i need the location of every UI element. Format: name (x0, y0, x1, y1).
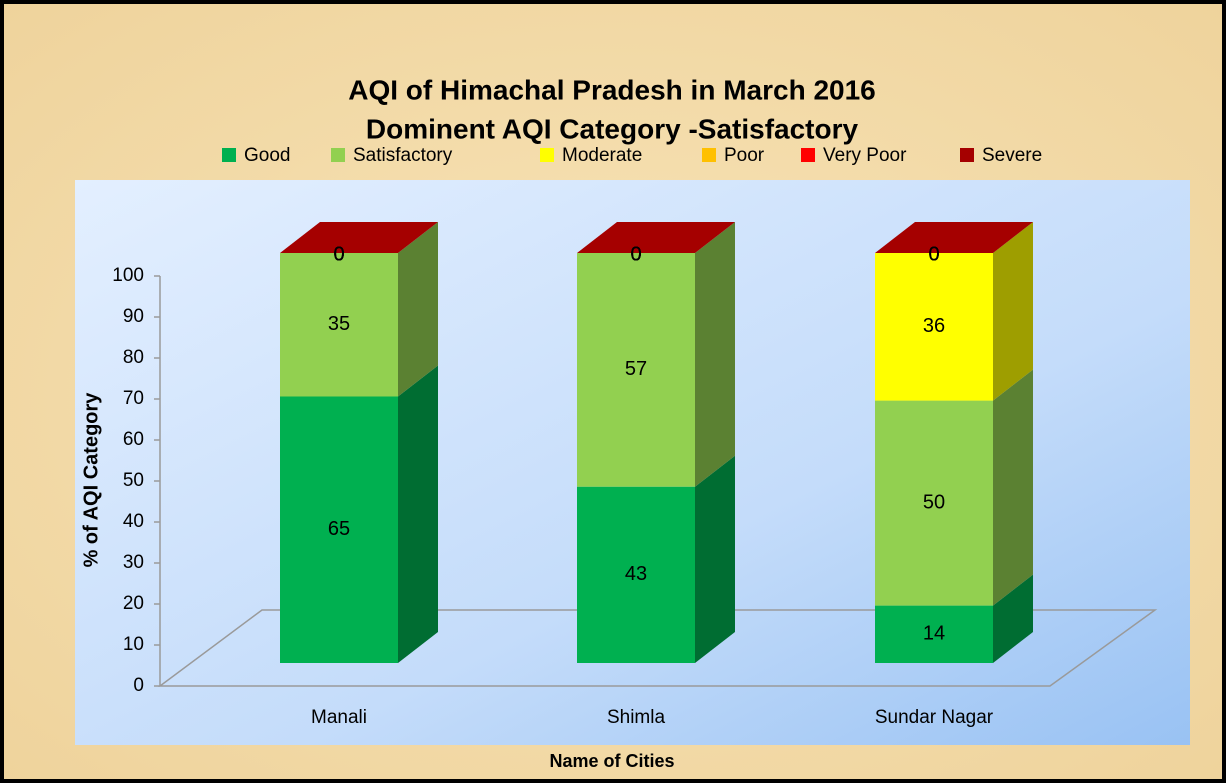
data-label: 36 (923, 315, 945, 337)
bar-side (695, 222, 735, 487)
data-label: 0 (928, 243, 939, 265)
data-label: 0 (333, 243, 344, 265)
y-tick-label: 30 (123, 552, 144, 573)
x-tick-label: Manali (311, 707, 367, 728)
y-tick-label: 20 (123, 593, 144, 614)
y-tick-label: 10 (123, 634, 144, 655)
data-label: 0 (928, 243, 939, 265)
legend-swatch (222, 148, 236, 162)
legend-label: Very Poor (823, 145, 907, 166)
data-label: 0 (928, 243, 939, 265)
y-tick-label: 0 (133, 675, 144, 696)
bar-side (398, 222, 438, 397)
bar-side (993, 369, 1033, 606)
y-tick-label: 90 (123, 306, 144, 327)
bar-top (577, 222, 735, 253)
data-label: 43 (625, 563, 647, 585)
legend-swatch (702, 148, 716, 162)
bar-side (993, 222, 1033, 401)
data-label: 57 (625, 358, 647, 380)
legend-swatch (801, 148, 815, 162)
y-tick-label: 80 (123, 347, 144, 368)
bar-front (577, 486, 695, 663)
chart-subtitle: Dominent AQI Category -Satisfactory (366, 113, 859, 144)
x-tick-label: Shimla (607, 707, 666, 728)
bar-top (875, 222, 1033, 253)
data-label: 14 (923, 623, 945, 645)
data-label: 0 (333, 243, 344, 265)
legend-label: Severe (982, 145, 1042, 166)
y-tick-label: 70 (123, 388, 144, 409)
data-label: 0 (630, 243, 641, 265)
legend-swatch (331, 148, 345, 162)
legend-label: Poor (724, 145, 765, 166)
bar-front (875, 400, 993, 606)
legend-label: Moderate (562, 145, 642, 166)
bar-top (280, 222, 438, 253)
data-label: 50 (923, 491, 945, 513)
data-label: 0 (333, 243, 344, 265)
y-tick-label: 60 (123, 429, 144, 450)
y-tick-label: 100 (112, 265, 144, 286)
data-label: 65 (328, 518, 350, 540)
data-label: 35 (328, 313, 350, 335)
x-tick-label: Sundar Nagar (875, 707, 994, 728)
floor (157, 609, 1158, 687)
data-label: 0 (333, 243, 344, 265)
bar-front (875, 605, 993, 663)
bar-side (398, 365, 438, 663)
legend-label: Good (244, 145, 290, 166)
legend-swatch (960, 148, 974, 162)
bar-front (280, 396, 398, 663)
legend-label: Satisfactory (353, 145, 453, 166)
data-label: 0 (630, 243, 641, 265)
bar-side (993, 574, 1033, 663)
y-tick-label: 40 (123, 511, 144, 532)
y-tick-label: 50 (123, 470, 144, 491)
y-axis-title: % of AQI Category (80, 392, 102, 568)
bar-front (577, 253, 695, 487)
data-label: 0 (630, 243, 641, 265)
bar-side (695, 455, 735, 663)
bar-front (280, 253, 398, 397)
legend-swatch (540, 148, 554, 162)
bar-front (875, 253, 993, 401)
chart-title: AQI of Himachal Pradesh in March 2016 (348, 74, 876, 105)
x-axis-title: Name of Cities (549, 751, 674, 771)
data-label: 0 (630, 243, 641, 265)
